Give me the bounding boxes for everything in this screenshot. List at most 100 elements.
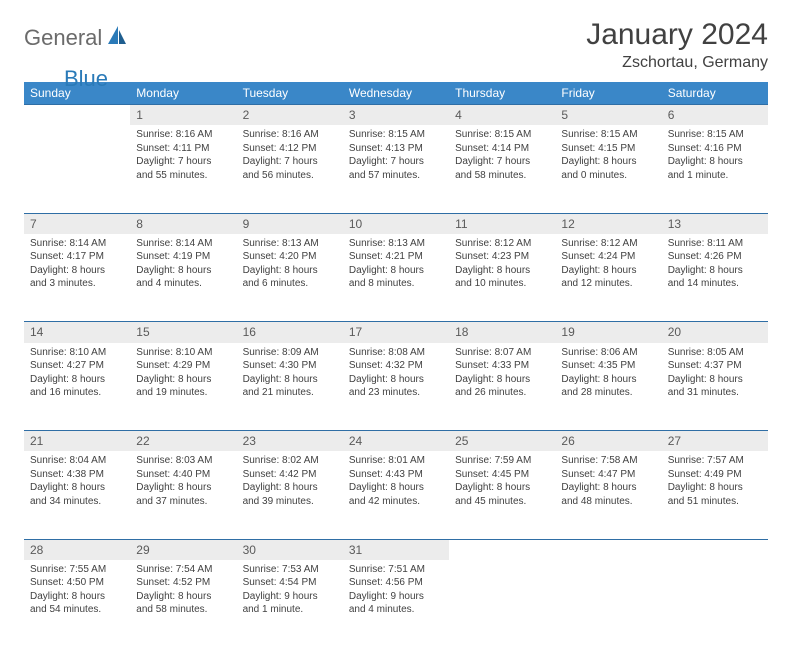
daylight-text: Daylight: 8 hours bbox=[561, 481, 655, 495]
weekday-header: Saturday bbox=[662, 82, 768, 105]
sunrise-text: Sunrise: 8:03 AM bbox=[136, 454, 230, 468]
daylight-text: Daylight: 8 hours bbox=[668, 155, 762, 169]
daylight-text: Daylight: 8 hours bbox=[243, 264, 337, 278]
day-number-cell: 5 bbox=[555, 105, 661, 126]
sunrise-text: Sunrise: 8:05 AM bbox=[668, 346, 762, 360]
sunrise-text: Sunrise: 8:07 AM bbox=[455, 346, 549, 360]
sunset-text: Sunset: 4:52 PM bbox=[136, 576, 230, 590]
content-row: Sunrise: 8:10 AMSunset: 4:27 PMDaylight:… bbox=[24, 343, 768, 431]
daylight-text: and 21 minutes. bbox=[243, 386, 337, 400]
daylight-text: and 58 minutes. bbox=[455, 169, 549, 183]
day-number-cell: 18 bbox=[449, 322, 555, 343]
sunrise-text: Sunrise: 7:57 AM bbox=[668, 454, 762, 468]
daylight-text: Daylight: 8 hours bbox=[30, 590, 124, 604]
sunrise-text: Sunrise: 8:08 AM bbox=[349, 346, 443, 360]
day-content-cell: Sunrise: 7:58 AMSunset: 4:47 PMDaylight:… bbox=[555, 451, 661, 539]
daylight-text: and 1 minute. bbox=[668, 169, 762, 183]
day-number: 14 bbox=[30, 325, 43, 339]
day-number: 9 bbox=[243, 217, 250, 231]
day-number-cell: 10 bbox=[343, 213, 449, 234]
daylight-text: and 37 minutes. bbox=[136, 495, 230, 509]
day-content-cell: Sunrise: 7:57 AMSunset: 4:49 PMDaylight:… bbox=[662, 451, 768, 539]
sunset-text: Sunset: 4:20 PM bbox=[243, 250, 337, 264]
sunrise-text: Sunrise: 8:10 AM bbox=[136, 346, 230, 360]
day-content-cell: Sunrise: 7:51 AMSunset: 4:56 PMDaylight:… bbox=[343, 560, 449, 648]
sunset-text: Sunset: 4:29 PM bbox=[136, 359, 230, 373]
daylight-text: and 12 minutes. bbox=[561, 277, 655, 291]
day-number: 19 bbox=[561, 325, 574, 339]
daylight-text: and 57 minutes. bbox=[349, 169, 443, 183]
day-number-cell: 3 bbox=[343, 105, 449, 126]
day-content-cell: Sunrise: 8:13 AMSunset: 4:21 PMDaylight:… bbox=[343, 234, 449, 322]
day-number-cell: 26 bbox=[555, 431, 661, 452]
day-content-cell: Sunrise: 8:11 AMSunset: 4:26 PMDaylight:… bbox=[662, 234, 768, 322]
daylight-text: Daylight: 8 hours bbox=[136, 373, 230, 387]
daylight-text: and 48 minutes. bbox=[561, 495, 655, 509]
daylight-text: and 1 minute. bbox=[243, 603, 337, 617]
daylight-text: and 14 minutes. bbox=[668, 277, 762, 291]
day-number-cell: 14 bbox=[24, 322, 130, 343]
sunset-text: Sunset: 4:27 PM bbox=[30, 359, 124, 373]
day-content-cell: Sunrise: 8:12 AMSunset: 4:23 PMDaylight:… bbox=[449, 234, 555, 322]
sunrise-text: Sunrise: 8:14 AM bbox=[30, 237, 124, 251]
sunset-text: Sunset: 4:24 PM bbox=[561, 250, 655, 264]
daylight-text: Daylight: 8 hours bbox=[668, 373, 762, 387]
sunrise-text: Sunrise: 8:13 AM bbox=[243, 237, 337, 251]
sunset-text: Sunset: 4:17 PM bbox=[30, 250, 124, 264]
daylight-text: Daylight: 8 hours bbox=[136, 481, 230, 495]
daylight-text: and 34 minutes. bbox=[30, 495, 124, 509]
day-number-cell: 15 bbox=[130, 322, 236, 343]
daylight-text: and 4 minutes. bbox=[136, 277, 230, 291]
daylight-text: Daylight: 8 hours bbox=[30, 373, 124, 387]
daylight-text: and 16 minutes. bbox=[30, 386, 124, 400]
day-number-cell: 2 bbox=[237, 105, 343, 126]
daylight-text: Daylight: 8 hours bbox=[455, 264, 549, 278]
day-content-cell: Sunrise: 8:12 AMSunset: 4:24 PMDaylight:… bbox=[555, 234, 661, 322]
day-number: 12 bbox=[561, 217, 574, 231]
sunrise-text: Sunrise: 8:16 AM bbox=[136, 128, 230, 142]
sunset-text: Sunset: 4:40 PM bbox=[136, 468, 230, 482]
sunrise-text: Sunrise: 8:10 AM bbox=[30, 346, 124, 360]
day-number: 8 bbox=[136, 217, 143, 231]
sunrise-text: Sunrise: 8:15 AM bbox=[349, 128, 443, 142]
day-number-cell: 30 bbox=[237, 539, 343, 560]
daylight-text: Daylight: 8 hours bbox=[561, 155, 655, 169]
daynum-row: 123456 bbox=[24, 105, 768, 126]
daylight-text: Daylight: 7 hours bbox=[243, 155, 337, 169]
brand-logo: General bbox=[24, 24, 130, 51]
daylight-text: Daylight: 8 hours bbox=[30, 264, 124, 278]
day-content-cell: Sunrise: 8:15 AMSunset: 4:13 PMDaylight:… bbox=[343, 125, 449, 213]
sunset-text: Sunset: 4:47 PM bbox=[561, 468, 655, 482]
calendar-table: Sunday Monday Tuesday Wednesday Thursday… bbox=[24, 82, 768, 648]
day-number-cell: 13 bbox=[662, 213, 768, 234]
sunrise-text: Sunrise: 8:02 AM bbox=[243, 454, 337, 468]
header: General January 2024 Zschortau, Germany bbox=[24, 18, 768, 72]
day-content-cell bbox=[662, 560, 768, 648]
day-content-cell: Sunrise: 8:13 AMSunset: 4:20 PMDaylight:… bbox=[237, 234, 343, 322]
sunrise-text: Sunrise: 8:01 AM bbox=[349, 454, 443, 468]
sunset-text: Sunset: 4:37 PM bbox=[668, 359, 762, 373]
day-number-cell: 6 bbox=[662, 105, 768, 126]
day-content-cell: Sunrise: 7:59 AMSunset: 4:45 PMDaylight:… bbox=[449, 451, 555, 539]
day-content-cell: Sunrise: 8:08 AMSunset: 4:32 PMDaylight:… bbox=[343, 343, 449, 431]
content-row: Sunrise: 7:55 AMSunset: 4:50 PMDaylight:… bbox=[24, 560, 768, 648]
day-number: 10 bbox=[349, 217, 362, 231]
sunset-text: Sunset: 4:32 PM bbox=[349, 359, 443, 373]
sunset-text: Sunset: 4:11 PM bbox=[136, 142, 230, 156]
location: Zschortau, Germany bbox=[586, 54, 768, 72]
sunrise-text: Sunrise: 8:13 AM bbox=[349, 237, 443, 251]
day-content-cell: Sunrise: 8:16 AMSunset: 4:12 PMDaylight:… bbox=[237, 125, 343, 213]
weekday-header: Tuesday bbox=[237, 82, 343, 105]
day-number: 4 bbox=[455, 108, 462, 122]
daynum-row: 21222324252627 bbox=[24, 431, 768, 452]
brand-general: General bbox=[24, 25, 102, 51]
day-content-cell bbox=[24, 125, 130, 213]
day-number-cell bbox=[555, 539, 661, 560]
sunset-text: Sunset: 4:35 PM bbox=[561, 359, 655, 373]
day-number-cell: 29 bbox=[130, 539, 236, 560]
sunset-text: Sunset: 4:38 PM bbox=[30, 468, 124, 482]
day-content-cell bbox=[449, 560, 555, 648]
day-content-cell bbox=[555, 560, 661, 648]
day-number: 5 bbox=[561, 108, 568, 122]
day-number-cell: 19 bbox=[555, 322, 661, 343]
